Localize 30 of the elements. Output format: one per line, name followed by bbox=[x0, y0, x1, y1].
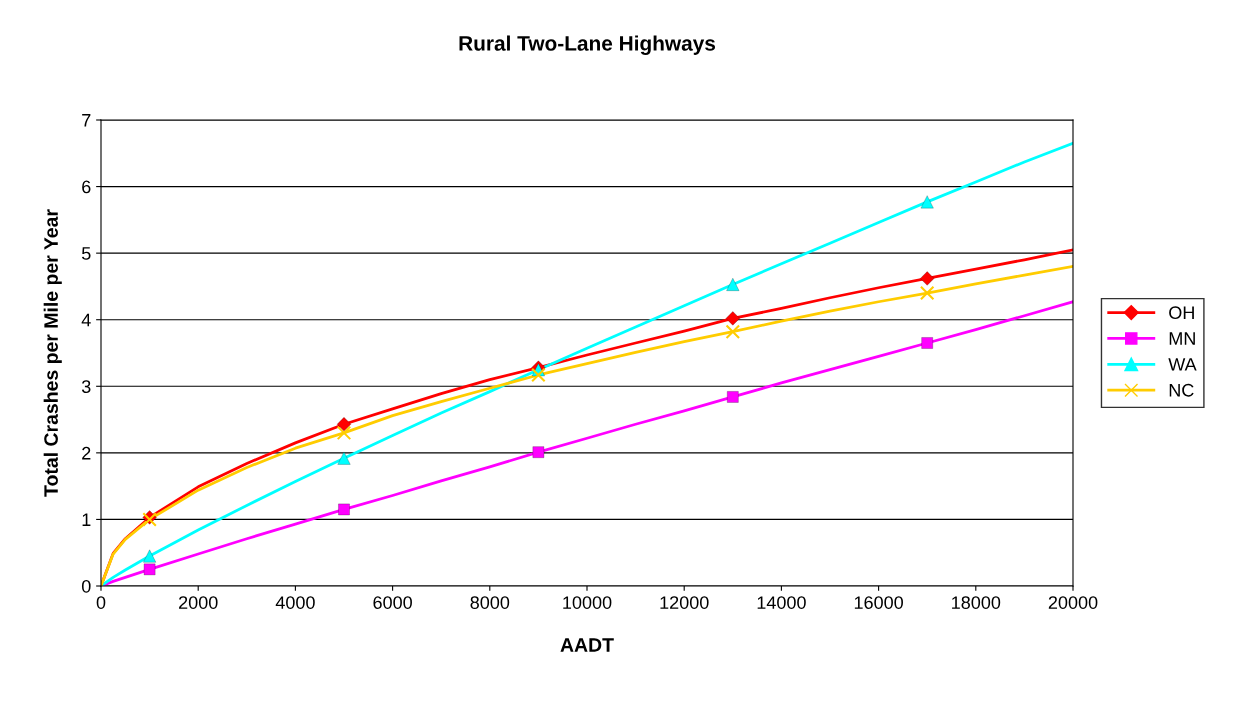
legend-label: OH bbox=[1169, 306, 1194, 320]
x-tick-label: 10000 bbox=[563, 596, 612, 609]
x-tick-label: 6000 bbox=[373, 596, 412, 609]
y-tick-label: 3 bbox=[81, 380, 91, 394]
x-tick-label: 12000 bbox=[660, 596, 709, 609]
x-tick-label: 18000 bbox=[952, 596, 1001, 609]
x-tick-label: 4000 bbox=[275, 596, 315, 609]
x-tick-label: 2000 bbox=[179, 596, 218, 609]
x-tick-label: 14000 bbox=[757, 596, 806, 609]
chart-title: Rural Two-Lane Highways bbox=[459, 35, 716, 55]
y-tick-label: 0 bbox=[81, 579, 91, 593]
x-tick-label: 0 bbox=[96, 596, 106, 609]
point bbox=[725, 324, 741, 339]
legend-label: WA bbox=[1168, 358, 1197, 371]
y-tick-label: 1 bbox=[82, 513, 91, 526]
y-tick-label: 5 bbox=[81, 247, 91, 260]
point bbox=[336, 425, 352, 441]
x-tick-label: 20000 bbox=[1048, 596, 1098, 609]
legend-label: NC bbox=[1169, 383, 1194, 397]
y-axis-title: Total Crashes per Mile per Year bbox=[43, 209, 62, 497]
point bbox=[919, 285, 935, 301]
y-tick-label: 2 bbox=[82, 446, 91, 460]
point bbox=[531, 367, 546, 383]
x-tick-label: 8000 bbox=[470, 596, 510, 609]
x-axis-title: AADT bbox=[560, 638, 614, 652]
y-tick-label: 6 bbox=[82, 180, 91, 194]
legend-label: MN bbox=[1169, 332, 1195, 345]
y-tick-label: 4 bbox=[81, 313, 91, 327]
x-tick-label: 16000 bbox=[854, 596, 903, 609]
y-tick-label: 7 bbox=[82, 114, 91, 127]
